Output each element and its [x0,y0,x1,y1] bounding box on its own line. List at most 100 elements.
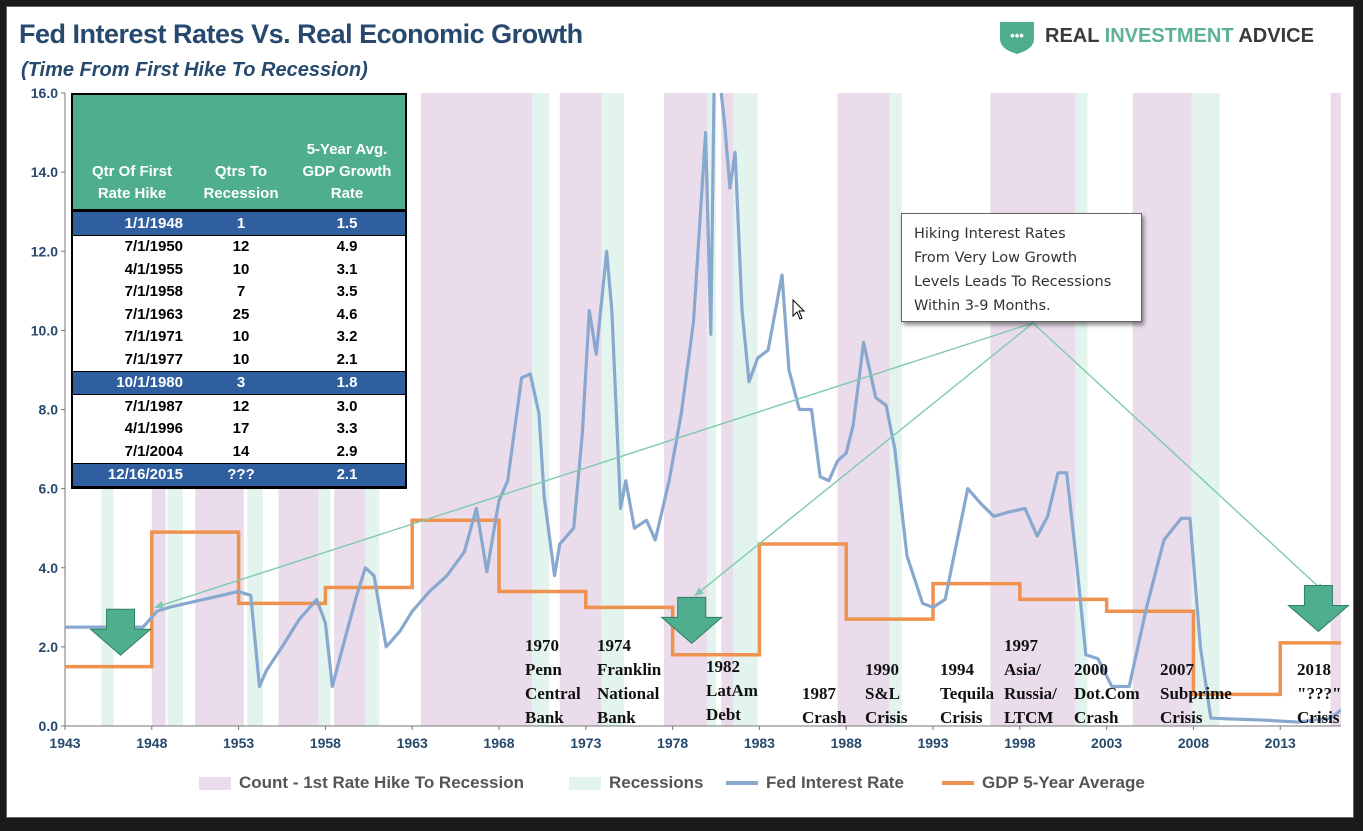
header-first-hike-line-1: Qtr Of First [91,163,172,180]
event-2000: 2000 Dot.Com Crash [1074,660,1140,727]
x-tick-label: 1958 [310,735,341,751]
cell-gdp: 4.9 [336,238,358,256]
y-tick-label: 8.0 [39,402,59,418]
callout-line-4: Within 3-9 Months. [914,298,1051,314]
callout-arrow [694,322,1034,597]
fed-layer [64,92,1342,724]
header-gdp: 5-Year Avg. GDP Growth Rate [291,139,403,205]
legend-fed-label: Fed Interest Rate [766,773,904,792]
cell-qtrs: 12 [232,397,250,415]
table-header: Qtr Of First Rate Hike Qtrs To Recession… [73,95,405,211]
header-gdp-line-2: GDP Growth [302,163,392,180]
legend-gdp-label: GDP 5-Year Average [982,773,1145,792]
legend-hike-label: Count - 1st Rate Hike To Recession [239,773,524,792]
table-row: 7/1/1971 10 3.2 [73,326,405,349]
cell-qtrs: 12 [232,238,250,256]
table-row: 7/1/1958 7 3.5 [73,281,405,304]
event-1982: 1982 LatAm Debt [706,657,758,724]
x-tick-label: 1963 [397,735,428,751]
x-tick-label: 1973 [570,735,601,751]
cell-qtrs: ??? [227,466,255,484]
x-tick-label: 1943 [49,735,80,751]
cell-gdp: 1.8 [336,374,358,392]
down-arrow-icon [89,608,152,656]
y-tick-label: 10.0 [31,322,58,338]
x-tick-label: 1968 [483,735,514,751]
table-row: 10/1/1980 3 1.8 [73,370,405,395]
cell-date: 7/1/2004 [124,442,183,460]
gdp-layer [64,518,1342,697]
legend-fed-swatch [726,781,758,785]
chart-subtitle: (Time From First Hike To Recession) [21,59,368,81]
cell-qtrs: 10 [232,328,250,346]
x-tick-label: 1998 [1004,735,1035,751]
table-row: 7/1/2004 14 2.9 [73,440,405,463]
mouse-cursor-icon [792,299,806,320]
table-row: 4/1/1955 10 3.1 [73,258,405,281]
cell-date: 7/1/1963 [124,305,183,323]
callout-arrows-layer [154,322,1325,609]
cell-date: 1/1/1948 [124,214,183,232]
cell-gdp: 4.6 [336,305,358,323]
legend-fed: Fed Interest Rate [726,771,904,795]
cell-date: 7/1/1950 [124,238,183,256]
chart-title: Fed Interest Rates Vs. Real Economic Gro… [19,19,583,49]
cell-qtrs: 10 [232,260,250,278]
table-row: 12/16/2015??? 2.1 [73,462,405,487]
cell-qtrs: 3 [236,374,246,392]
cell-qtrs: 10 [232,350,250,368]
cell-date: 12/16/2015 [107,466,183,484]
down-arrows-layer [89,584,1350,656]
event-1997: 1997 Asia/Russia/LTCM [1004,636,1057,727]
recession-band [531,93,550,726]
legend-recession: Recessions [569,771,704,795]
recession-band [1191,93,1220,726]
y-tick-label: 16.0 [31,85,58,101]
x-tick-label: 1953 [223,735,254,751]
brand-logo: ••• REAL INVESTMENT ADVICE [997,19,1342,54]
cell-gdp: 1.5 [336,214,358,232]
cell-date: 7/1/1977 [124,350,183,368]
cell-gdp: 3.3 [336,420,358,438]
header-qtrs-line-1: Qtrs To [214,163,268,180]
cell-qtrs: 17 [232,420,250,438]
table-row: 1/1/1948 1 1.5 [73,211,405,236]
x-tick-label: 2003 [1091,735,1122,751]
legend-recession-label: Recessions [609,773,704,792]
recession-band [707,93,717,726]
shield-logo-icon: ••• [1000,22,1034,54]
callout-line-2: From Very Low Growth [914,250,1078,266]
x-tick-label: 1978 [657,735,688,751]
legend-hike: Count - 1st Rate Hike To Recession [199,771,524,795]
recession-band [889,93,902,726]
cell-gdp: 3.1 [336,260,358,278]
hike-band [837,93,890,726]
event-2007: 2007 Subprime Crisis [1160,660,1232,727]
cell-gdp: 2.9 [336,442,358,460]
recession-band [1075,93,1088,726]
y-tick-label: 2.0 [39,639,59,655]
hike-band [420,93,532,726]
x-tick-label: 1948 [136,735,167,751]
x-tick-label: 1993 [917,735,948,751]
legend-gdp: GDP 5-Year Average [942,771,1145,795]
gdp-5yr-line [65,518,1341,697]
y-tick-label: 4.0 [39,560,59,576]
table-row: 7/1/1963 25 4.6 [73,303,405,326]
cell-date: 7/1/1987 [124,397,183,415]
event-1974: 1974 Franklin National Bank [597,636,662,727]
brand-name: REAL INVESTMENT ADVICE [1045,25,1314,48]
table-row: 7/1/1950 12 4.9 [73,236,405,259]
legend-recession-swatch [569,776,601,790]
cell-date: 7/1/1958 [124,283,183,301]
hike-band [990,93,1076,726]
event-1987: 1987 Crash [802,684,847,727]
event-2018: 2018 "???" Crisis [1297,660,1342,727]
legend-gdp-swatch [942,781,974,785]
recession-band [601,93,625,726]
event-1990: 1990 S&L Crisis [865,660,908,727]
cell-date: 4/1/1996 [124,420,183,438]
cell-gdp: 3.5 [336,283,358,301]
header-first-hike-line-2: Rate Hike [97,185,167,202]
y-tick-label: 6.0 [39,481,59,497]
